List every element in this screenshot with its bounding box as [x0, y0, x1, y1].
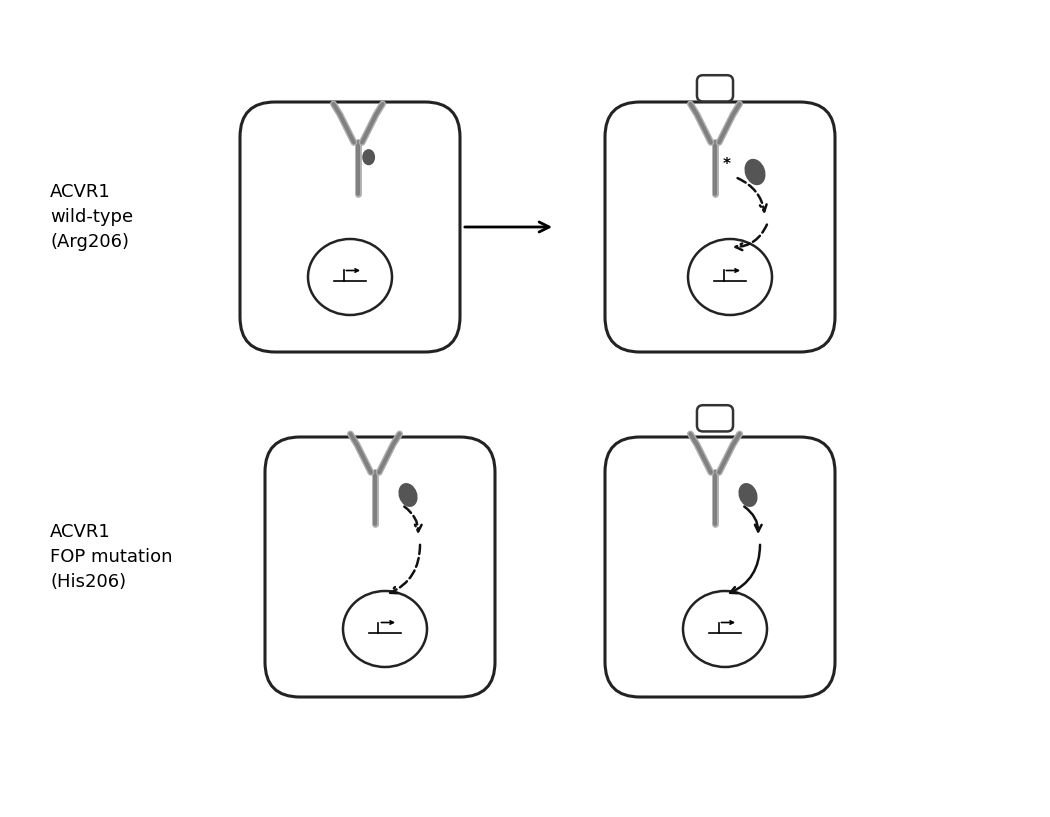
Ellipse shape: [308, 239, 392, 315]
Text: ACVR1
wild-type
(Arg206): ACVR1 wild-type (Arg206): [50, 183, 133, 251]
FancyBboxPatch shape: [697, 405, 733, 431]
FancyBboxPatch shape: [265, 437, 495, 697]
Ellipse shape: [363, 150, 375, 164]
Text: *: *: [723, 158, 731, 172]
FancyBboxPatch shape: [605, 437, 835, 697]
FancyBboxPatch shape: [697, 75, 733, 101]
Ellipse shape: [343, 591, 427, 667]
FancyBboxPatch shape: [605, 102, 835, 352]
Ellipse shape: [682, 591, 766, 667]
Ellipse shape: [399, 484, 417, 506]
Text: ACVR1
FOP mutation
(His206): ACVR1 FOP mutation (His206): [50, 523, 172, 591]
FancyBboxPatch shape: [240, 102, 460, 352]
Ellipse shape: [746, 160, 764, 184]
Ellipse shape: [739, 484, 757, 506]
Ellipse shape: [688, 239, 772, 315]
